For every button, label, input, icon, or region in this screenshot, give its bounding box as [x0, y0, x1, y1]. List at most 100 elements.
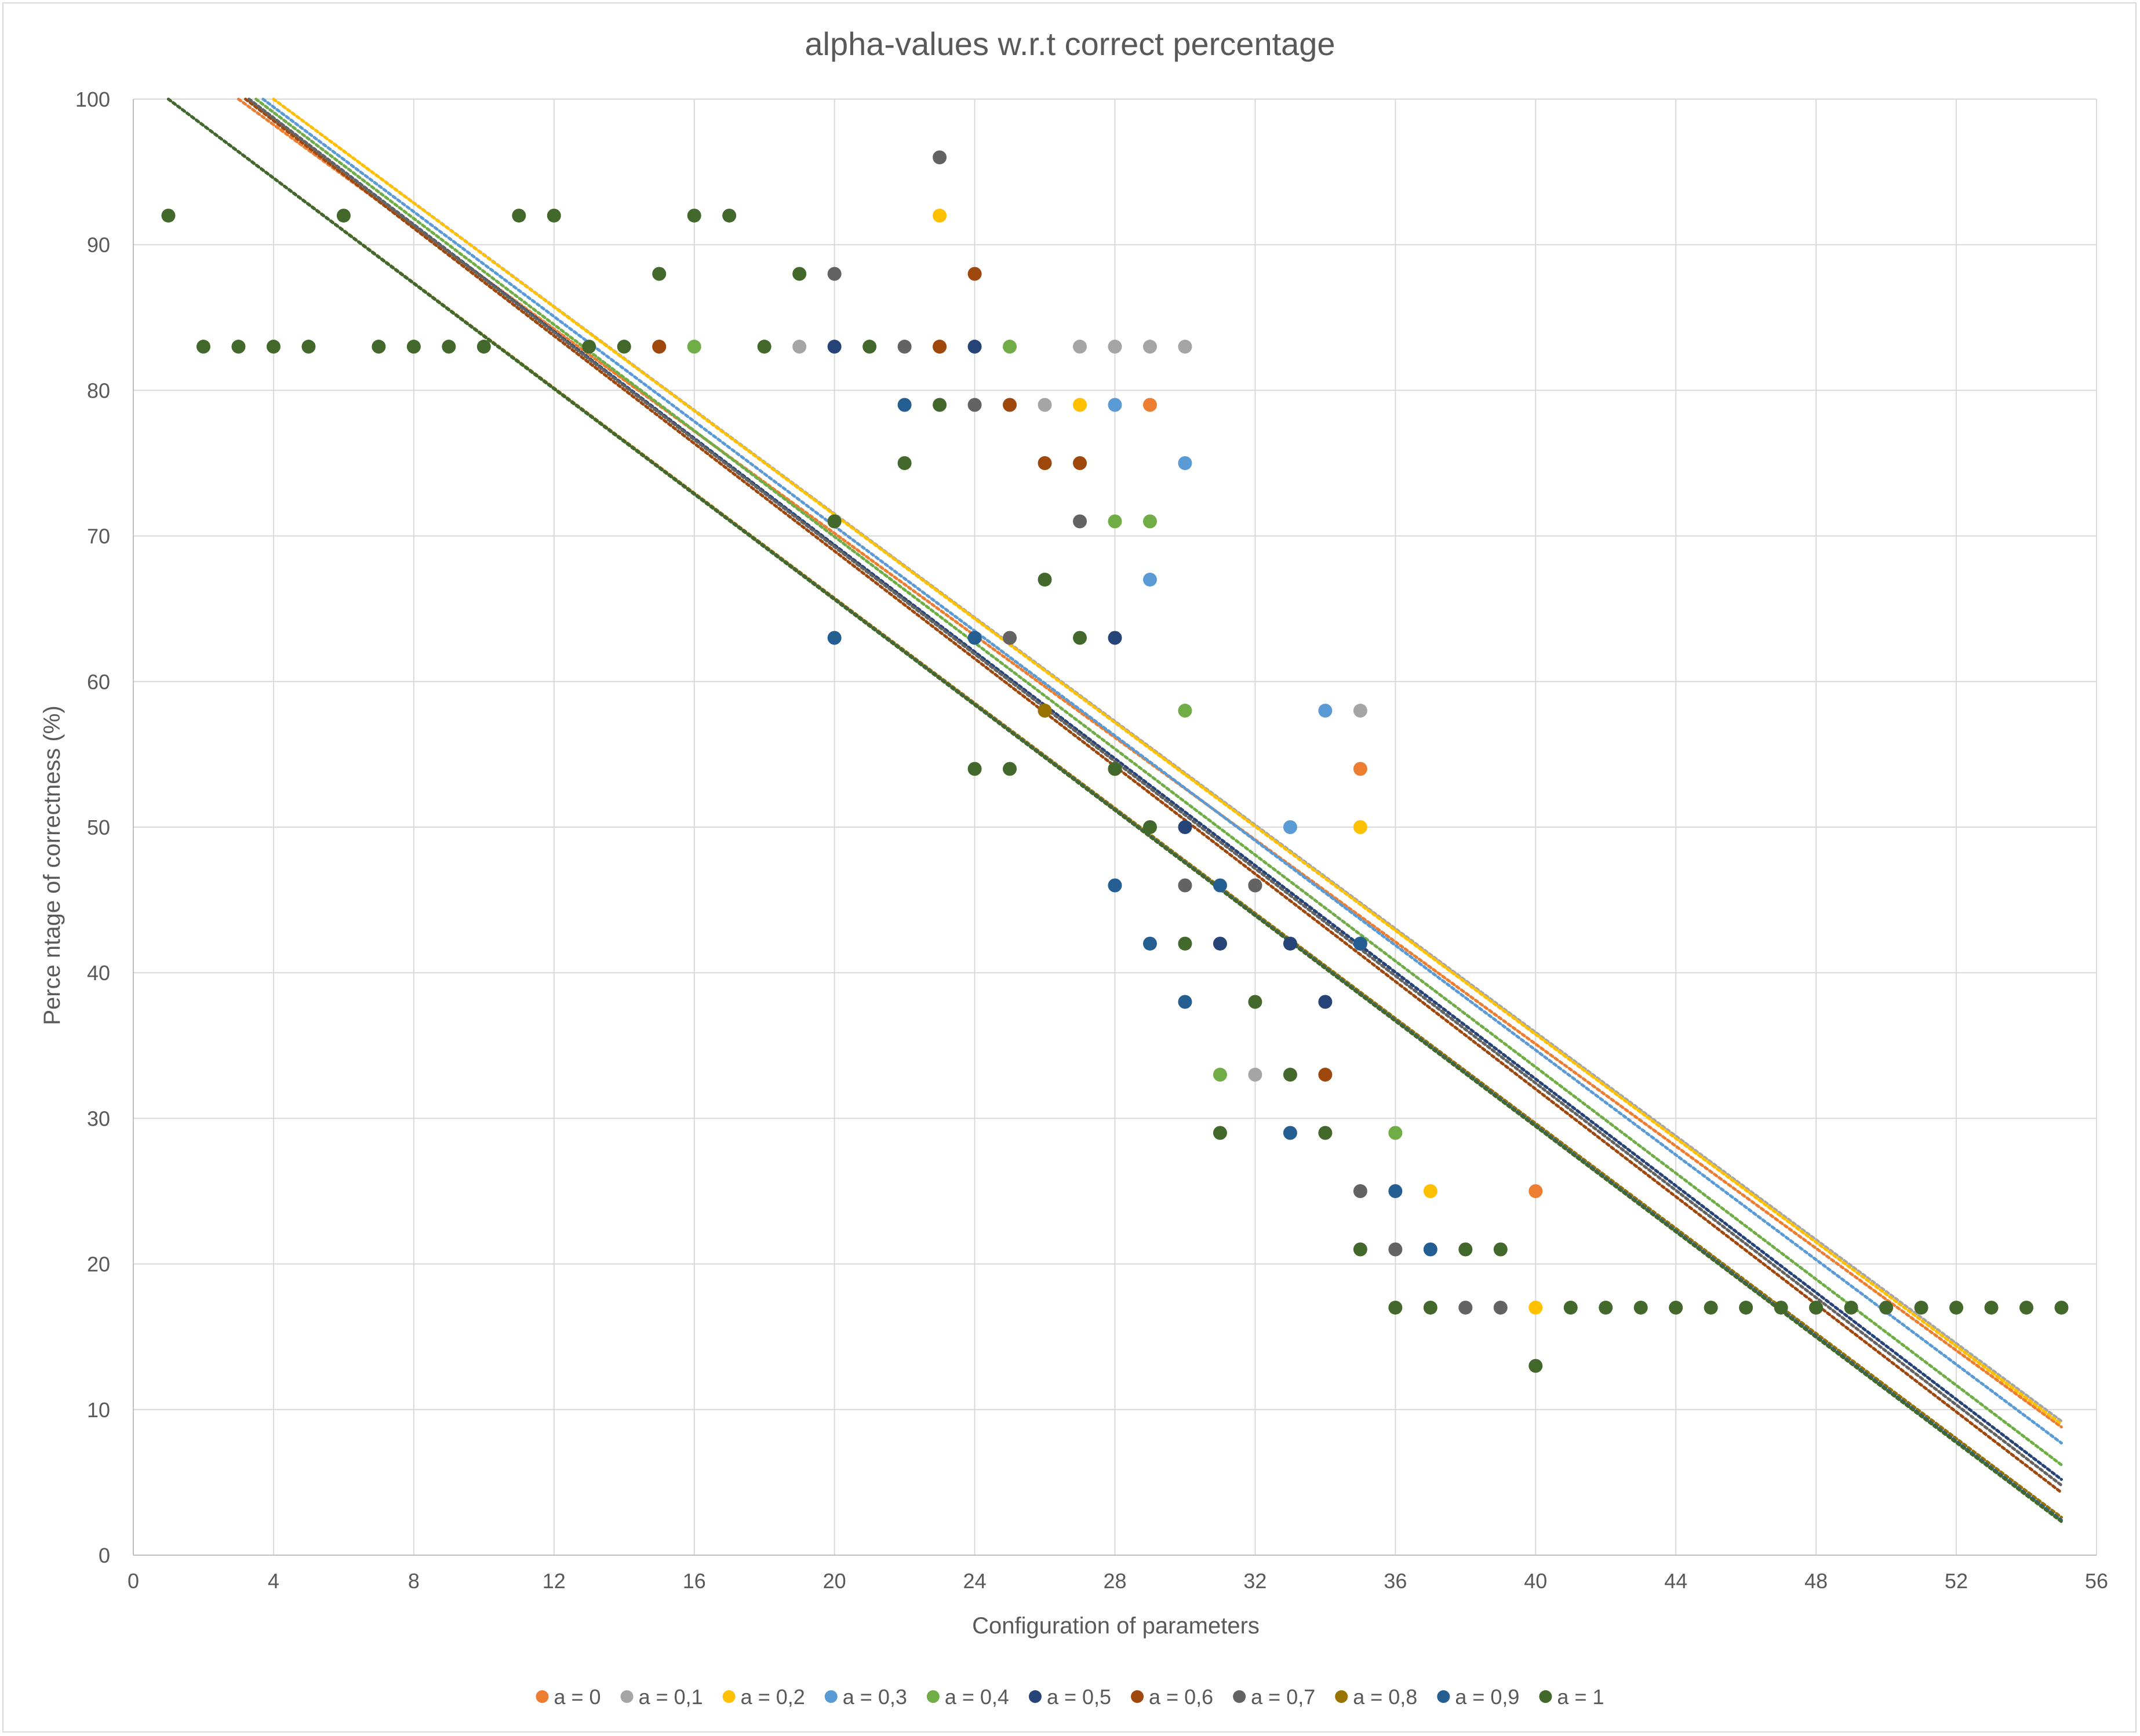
data-point	[1949, 1300, 1964, 1315]
y-tick-label: 50	[87, 816, 110, 839]
data-point	[1423, 1300, 1437, 1315]
legend-label: a = 0,2	[741, 1685, 805, 1709]
x-tick-label: 4	[268, 1569, 279, 1593]
legend-label: a = 0,5	[1047, 1685, 1111, 1709]
data-point	[1142, 340, 1157, 354]
data-point	[1984, 1300, 1999, 1315]
data-point	[1178, 340, 1192, 354]
x-tick-label: 52	[1945, 1569, 1968, 1593]
trendline	[244, 97, 2063, 1494]
trendline	[166, 97, 2063, 1523]
legend-item: a = 0,8	[1335, 1685, 1417, 1709]
x-tick-label: 40	[1524, 1569, 1547, 1593]
x-tick-label: 16	[683, 1569, 706, 1593]
data-point	[967, 398, 982, 412]
x-tick-label: 20	[823, 1569, 846, 1593]
data-point	[1458, 1300, 1473, 1315]
x-tick-label: 8	[408, 1569, 420, 1593]
data-point	[1038, 572, 1052, 587]
data-point	[512, 208, 526, 223]
data-point	[196, 340, 210, 354]
data-point	[1633, 1300, 1648, 1315]
y-tick-label: 10	[87, 1398, 110, 1422]
axes	[133, 99, 2097, 1556]
data-points	[161, 150, 2069, 1373]
data-point	[1038, 704, 1052, 718]
data-point	[897, 340, 912, 354]
legend-label: a = 0,9	[1455, 1685, 1519, 1709]
data-point	[1809, 1300, 1824, 1315]
chart-title: alpha-values w.r.t correct percentage	[805, 26, 1335, 62]
data-point	[1704, 1300, 1718, 1315]
legend-label: a = 0,3	[843, 1685, 907, 1709]
data-point	[2019, 1300, 2034, 1315]
legend-item: a = 0,6	[1131, 1685, 1213, 1709]
data-point	[1108, 878, 1122, 893]
data-point	[1283, 820, 1297, 834]
legend-marker	[620, 1690, 634, 1703]
legend-item: a = 0,1	[620, 1685, 703, 1709]
data-point	[476, 340, 491, 354]
x-tick-label: 44	[1664, 1569, 1687, 1593]
y-tick-label: 20	[87, 1253, 110, 1276]
data-point	[1073, 631, 1087, 645]
legend-item: a = 0,4	[926, 1685, 1009, 1709]
legend-label: a = 0,8	[1353, 1685, 1417, 1709]
data-point	[1142, 514, 1157, 529]
data-point	[1423, 1242, 1437, 1257]
data-point	[161, 208, 176, 223]
legend-marker	[536, 1690, 549, 1703]
data-point	[1739, 1300, 1753, 1315]
data-point	[1388, 1300, 1403, 1315]
legend-item: a = 1	[1539, 1685, 1604, 1709]
legend-marker	[722, 1690, 736, 1703]
data-point	[1493, 1242, 1508, 1257]
legend-label: a = 0,1	[639, 1685, 703, 1709]
x-tick-label: 24	[963, 1569, 987, 1593]
legend-marker	[1131, 1690, 1144, 1703]
data-point	[1353, 936, 1367, 951]
x-tick-label: 28	[1103, 1569, 1126, 1593]
data-point	[1283, 1126, 1297, 1140]
data-point	[687, 340, 701, 354]
y-tick-label: 80	[87, 379, 110, 402]
legend-marker	[1233, 1690, 1246, 1703]
x-tick-label: 32	[1243, 1569, 1266, 1593]
data-point	[967, 762, 982, 776]
legend-item: a = 0,3	[824, 1685, 907, 1709]
data-point	[582, 340, 596, 354]
y-tick-label: 30	[87, 1107, 110, 1130]
data-point	[1178, 878, 1192, 893]
legend-item: a = 0,7	[1233, 1685, 1315, 1709]
y-tick-label: 40	[87, 961, 110, 985]
data-point	[1388, 1126, 1403, 1140]
data-point	[1318, 1126, 1333, 1140]
data-point	[1073, 340, 1087, 354]
data-point	[1844, 1300, 1858, 1315]
data-point	[933, 340, 947, 354]
data-point	[1914, 1300, 1928, 1315]
data-point	[933, 398, 947, 412]
y-tick-label: 60	[87, 670, 110, 694]
x-tick-labels: 0 4 8 12 16 20 24 28 32 36 40 44 48 52 56	[128, 1569, 2108, 1593]
legend-marker	[1437, 1690, 1450, 1703]
legend: a = 0 a = 0,1 a = 0,2 a = 0,3 a = 0,4 a = 0,5…	[536, 1685, 1604, 1709]
data-point	[1563, 1300, 1578, 1315]
trendline	[261, 97, 2063, 1445]
x-tick-label: 36	[1384, 1569, 1407, 1593]
data-point	[1388, 1242, 1403, 1257]
data-point	[1142, 398, 1157, 412]
data-point	[967, 631, 982, 645]
data-point	[1073, 398, 1087, 412]
legend-label: a = 0,7	[1251, 1685, 1315, 1709]
data-point	[1599, 1300, 1613, 1315]
legend-item: a = 0	[536, 1685, 601, 1709]
x-tick-label: 48	[1804, 1569, 1828, 1593]
trendlines	[166, 97, 2063, 1523]
data-point	[1178, 820, 1192, 834]
data-point	[1003, 762, 1017, 776]
data-point	[1528, 1184, 1543, 1198]
data-point	[1318, 1068, 1333, 1082]
x-tick-label: 56	[2085, 1569, 2108, 1593]
